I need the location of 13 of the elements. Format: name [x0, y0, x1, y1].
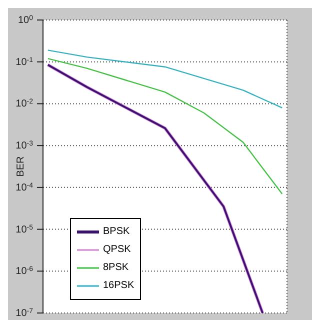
- legend-label: BPSK: [103, 225, 130, 239]
- y-tick-label: 10$^{-1}$: [16, 56, 34, 68]
- y-axis-title: BER: [16, 156, 27, 177]
- y-tick-label: 10$^{0}$: [18, 14, 34, 26]
- y-tick-label: 10$^{-3}$: [16, 140, 34, 152]
- legend-label: QPSK: [103, 243, 131, 257]
- y-tick-label: 10$^{-4}$: [16, 182, 34, 194]
- y-tick-label: 10$^{-7}$: [16, 308, 34, 319]
- legend-label: 8PSK: [103, 261, 129, 275]
- legend-label: 16PSK: [103, 279, 134, 293]
- y-tick-label: 10$^{-5}$: [16, 224, 34, 236]
- y-tick-label: 10$^{-2}$: [16, 98, 34, 110]
- y-tick-label: 10$^{-6}$: [16, 266, 34, 278]
